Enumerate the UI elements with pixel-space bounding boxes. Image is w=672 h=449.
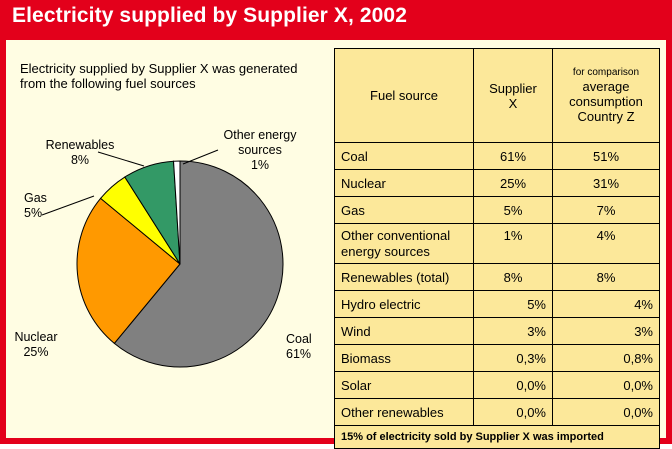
sub-row-country-value: 0,0% — [552, 371, 660, 399]
row-country-value: 31% — [552, 169, 660, 197]
table-row: Coal 61% 51% — [334, 142, 660, 170]
sub-row-supplier-value: 3% — [473, 317, 553, 345]
row-source: Coal — [334, 142, 474, 170]
content-panel: Electricity supplied by Supplier X was g… — [6, 40, 666, 449]
table-header-row: Fuel source Supplier X for comparison av… — [334, 48, 660, 143]
table-footnote-row: 15% of electricity sold by Supplier X wa… — [334, 425, 660, 449]
sub-row-country-value: 0,8% — [552, 344, 660, 372]
header-fuel-source: Fuel source — [334, 48, 474, 143]
header-supplier-x-line2: X — [508, 95, 518, 111]
chart-intro-text: Electricity supplied by Supplier X was g… — [20, 61, 298, 91]
gas-label-value: 5% — [24, 206, 42, 220]
row-country-value: 51% — [552, 142, 660, 170]
other-label-line1: Other energy — [224, 128, 298, 142]
header-comparison-line1: average — [582, 79, 630, 94]
sub-row-source: Other renewables — [334, 398, 474, 426]
page-title: Electricity supplied by Supplier X, 2002 — [12, 4, 407, 27]
sub-row-supplier-value: 0,0% — [473, 398, 553, 426]
row-source: Gas — [334, 196, 474, 224]
sub-row-country-value: 0,0% — [552, 398, 660, 426]
table-footnote: 15% of electricity sold by Supplier X wa… — [334, 425, 660, 449]
sub-row-supplier-value: 0,0% — [473, 371, 553, 399]
renewables-leader-line — [97, 151, 145, 167]
table-sub-row: Hydro electric 5% 4% — [334, 290, 660, 318]
pie-chart: Coal 61% Nuclear 25% Gas 5% Renewables 8… — [14, 128, 312, 368]
table-sub-row: Wind 3% 3% — [334, 317, 660, 345]
table-row: Renewables (total) 8% 8% — [334, 263, 660, 291]
header-comparison-line2: consumption — [569, 94, 643, 109]
pie-slice-coal — [113, 160, 284, 368]
coal-label-name: Coal — [286, 332, 312, 346]
renewables-label-value: 8% — [71, 153, 89, 167]
row-source: Other conventional energy sources — [334, 223, 474, 264]
pie-slice-other-energy-sources — [173, 160, 181, 265]
row-supplier-value: 1% — [473, 223, 553, 264]
sub-row-source: Biomass — [334, 344, 474, 372]
row-country-value: 8% — [552, 263, 660, 291]
row-country-value: 7% — [552, 196, 660, 224]
sub-row-supplier-value: 5% — [473, 290, 553, 318]
renewables-label-name: Renewables — [46, 138, 115, 152]
row-supplier-value: 25% — [473, 169, 553, 197]
sub-row-country-value: 4% — [552, 290, 660, 318]
header-country-z: for comparison average consumption Count… — [552, 48, 660, 143]
sub-row-source: Wind — [334, 317, 474, 345]
other-label-value: 1% — [251, 158, 269, 172]
table-sub-row: Other renewables 0,0% 0,0% — [334, 398, 660, 426]
gas-label-name: Gas — [24, 191, 47, 205]
sub-row-source: Hydro electric — [334, 290, 474, 318]
row-source: Nuclear — [334, 169, 474, 197]
header-supplier-x-line1: Supplier — [489, 80, 537, 96]
other-leader-line — [182, 149, 219, 165]
sub-row-supplier-value: 0,3% — [473, 344, 553, 372]
nuclear-label-name: Nuclear — [14, 330, 57, 344]
table-row: Other conventional energy sources 1% 4% — [334, 223, 660, 264]
row-supplier-value: 8% — [473, 263, 553, 291]
gas-leader-line — [41, 195, 95, 216]
fuel-source-table: Fuel source Supplier X for comparison av… — [334, 48, 660, 449]
other-label-line2: sources — [238, 143, 282, 157]
row-source: Renewables (total) — [334, 263, 474, 291]
row-country-value: 4% — [552, 223, 660, 264]
row-supplier-value: 5% — [473, 196, 553, 224]
coal-label-value: 61% — [286, 347, 311, 361]
header-comparison-line3: Country Z — [577, 109, 635, 124]
sub-row-country-value: 3% — [552, 317, 660, 345]
nuclear-label-value: 25% — [23, 345, 48, 359]
table-sub-row: Biomass 0,3% 0,8% — [334, 344, 660, 372]
pie-slice-nuclear — [76, 197, 181, 345]
sub-row-source: Solar — [334, 371, 474, 399]
table-sub-row: Solar 0,0% 0,0% — [334, 371, 660, 399]
row-supplier-value: 61% — [473, 142, 553, 170]
table-row: Gas 5% 7% — [334, 196, 660, 224]
header-supplier-x: Supplier X — [473, 48, 553, 143]
table-row: Nuclear 25% 31% — [334, 169, 660, 197]
header-comparison-note: for comparison — [572, 67, 640, 78]
